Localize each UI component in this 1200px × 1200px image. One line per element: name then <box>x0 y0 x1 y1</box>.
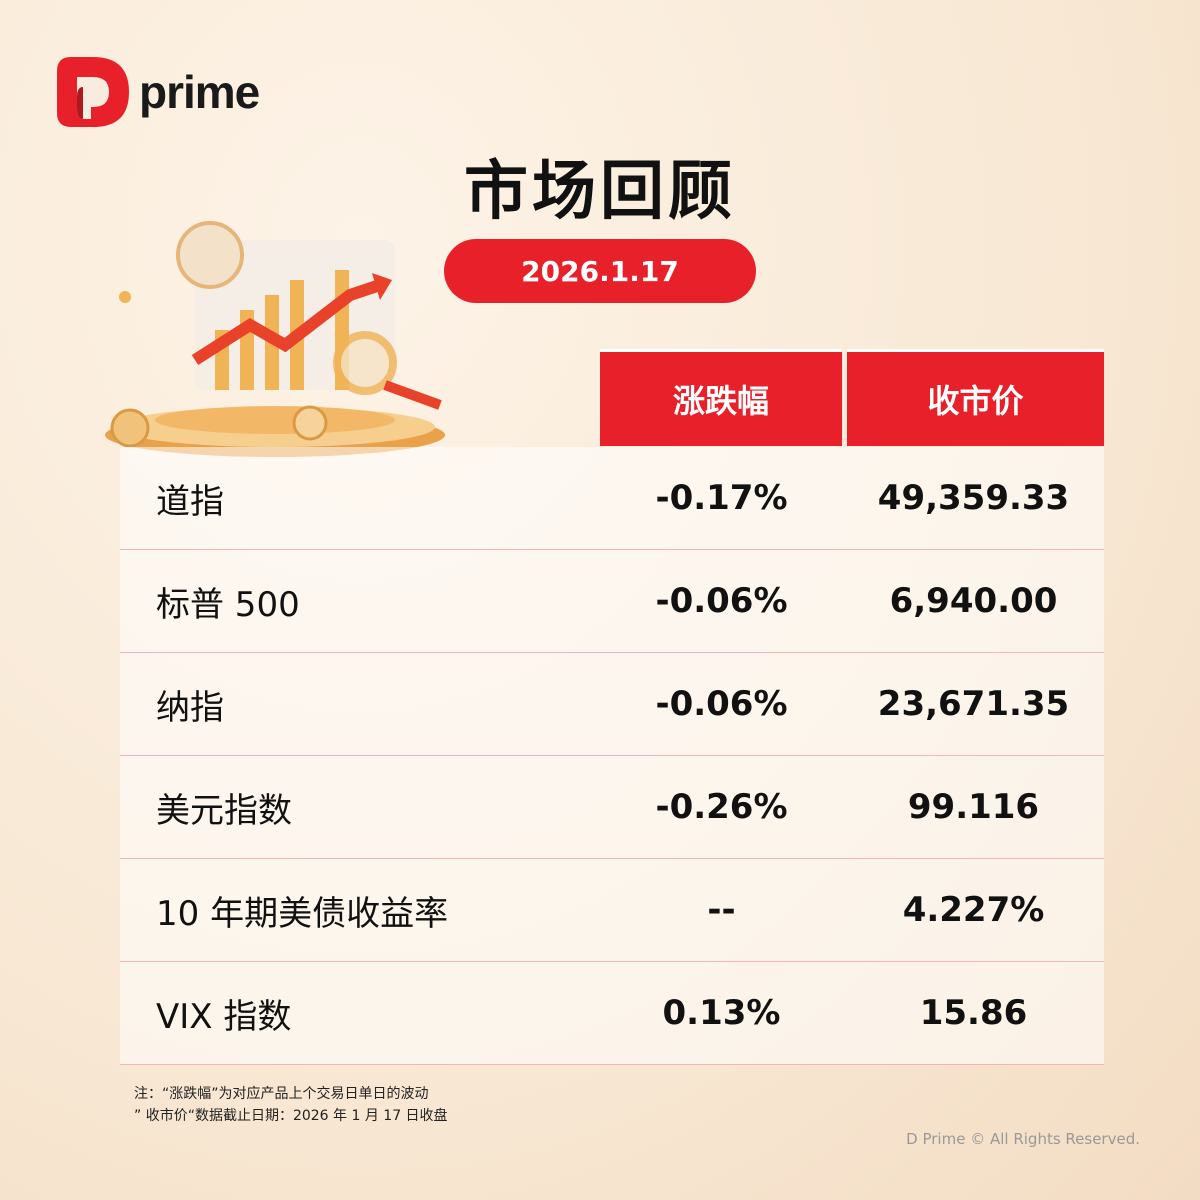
close-value: 4.227% <box>902 890 1045 930</box>
footnote-line: 注：“涨跌幅”为对应产品上个交易日单日的波动 <box>134 1086 429 1102</box>
change-value: 0.13% <box>662 993 781 1033</box>
table-row: 标普 500 -0.06% 6,940.00 <box>120 550 1104 653</box>
change-value: -0.06% <box>655 581 788 621</box>
instrument-name: 标普 500 <box>156 584 300 625</box>
table-row: 10 年期美债收益率 -- 4.227% <box>120 859 1104 962</box>
close-value: 49,359.33 <box>877 478 1070 518</box>
change-value: -- <box>707 890 736 930</box>
footnote-line: ” 收市价“数据截止日期：2026 年 1 月 17 日收盘 <box>134 1108 448 1124</box>
header-change: 涨跌幅 <box>600 349 842 446</box>
page-title: 市场回顾 <box>464 155 736 229</box>
close-value: 15.86 <box>919 993 1028 1033</box>
instrument-name: VIX 指数 <box>156 996 292 1037</box>
instrument-name: 道指 <box>156 481 224 522</box>
instrument-name: 纳指 <box>156 687 224 728</box>
header-close: 收市价 <box>847 349 1104 446</box>
table-row: 道指 -0.17% 49,359.33 <box>120 447 1104 550</box>
table-row: 纳指 -0.06% 23,671.35 <box>120 653 1104 756</box>
change-value: -0.06% <box>655 684 788 724</box>
d-prime-logo-icon <box>57 57 129 127</box>
date-badge: 2026.1.17 <box>444 239 756 303</box>
close-value: 23,671.35 <box>877 684 1070 724</box>
table-row: 美元指数 -0.26% 99.116 <box>120 756 1104 859</box>
market-table: 道指 -0.17% 49,359.33 标普 500 -0.06% 6,940.00 纳… <box>120 447 1104 1065</box>
brand-name: prime <box>139 66 260 118</box>
change-value: -0.17% <box>655 478 788 518</box>
change-value: -0.26% <box>655 787 788 827</box>
instrument-name: 10 年期美债收益率 <box>156 893 449 934</box>
table-row: VIX 指数 0.13% 15.86 <box>120 962 1104 1065</box>
close-value: 99.116 <box>907 787 1040 827</box>
close-value: 6,940.00 <box>889 581 1058 621</box>
chart-illustration-icon <box>105 221 445 457</box>
footnote: 注：“涨跌幅”为对应产品上个交易日单日的波动 ” 收市价“数据截止日期：2026… <box>134 1083 448 1127</box>
logo: prime <box>57 57 260 127</box>
copyright: D Prime © All Rights Reserved. <box>906 1130 1140 1148</box>
instrument-name: 美元指数 <box>156 790 292 831</box>
